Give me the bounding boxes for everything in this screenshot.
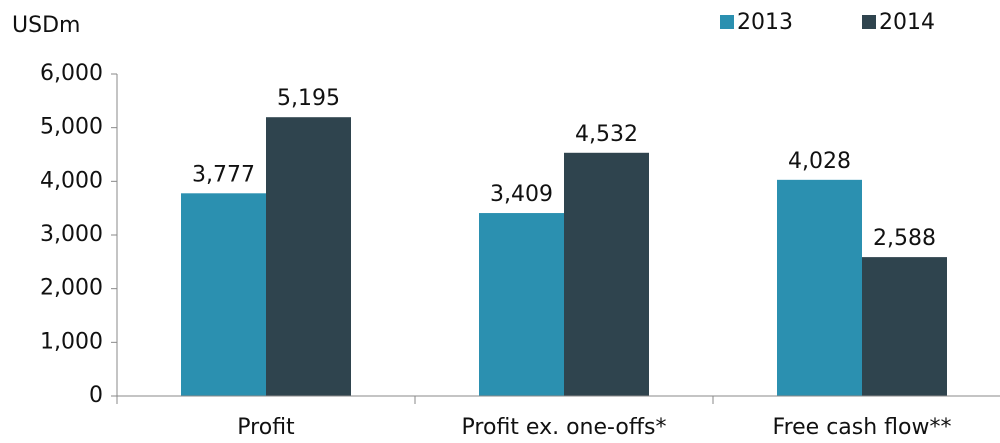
y-axis-label: USDm (12, 13, 80, 38)
bar (181, 193, 266, 396)
bar (777, 179, 862, 396)
y-tick-label: 0 (89, 383, 103, 408)
value-label: 4,028 (788, 149, 851, 174)
bar (564, 152, 649, 396)
value-label: 4,532 (575, 122, 638, 147)
y-tick-label: 6,000 (40, 61, 103, 86)
x-tick-label: Free cash flow** (773, 415, 952, 440)
legend-label: 2013 (737, 10, 793, 35)
value-label: 3,409 (490, 182, 553, 207)
x-tick-label: Profit (237, 415, 295, 440)
bar (266, 117, 351, 397)
y-tick-label: 4,000 (40, 168, 103, 193)
y-tick-label: 5,000 (40, 115, 103, 140)
value-label: 3,777 (192, 162, 255, 187)
y-tick-label: 1,000 (40, 329, 103, 354)
legend-label: 2014 (879, 10, 935, 35)
bar (862, 257, 947, 396)
x-tick-label: Profit ex. one-offs* (462, 415, 667, 440)
value-label: 5,195 (277, 86, 340, 111)
legend-swatch (720, 15, 734, 29)
bar (479, 213, 564, 396)
legend-swatch (862, 15, 876, 29)
y-tick-label: 3,000 (40, 222, 103, 247)
value-label: 2,588 (873, 226, 936, 251)
y-tick-label: 2,000 (40, 276, 103, 301)
